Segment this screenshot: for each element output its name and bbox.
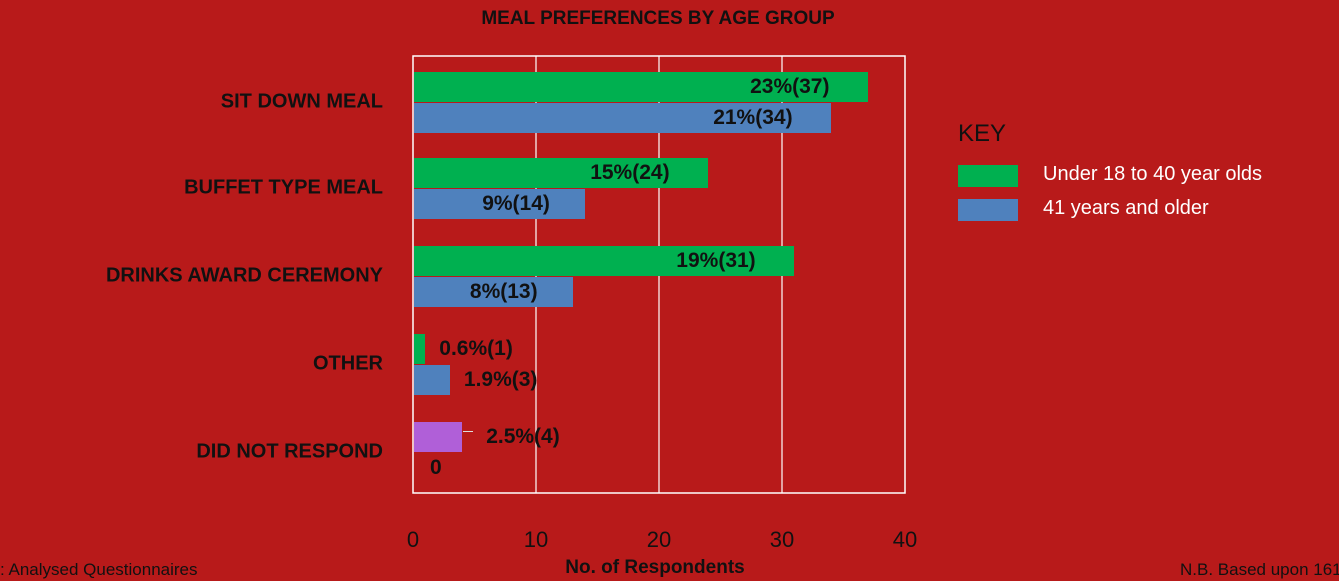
category-label: BUFFET TYPE MEAL xyxy=(184,176,383,199)
bar xyxy=(414,365,450,395)
category-label: SIT DOWN MEAL xyxy=(220,90,383,113)
data-label: 8%(13) xyxy=(469,280,538,303)
data-label: 1.9%(3) xyxy=(463,368,538,391)
legend-swatch xyxy=(958,199,1018,221)
data-label: 2.5%(4) xyxy=(486,425,560,448)
x-tick-label: 20 xyxy=(646,527,672,552)
data-label: 9%(14) xyxy=(482,192,550,215)
category-label: DID NOT RESPOND xyxy=(196,440,383,463)
x-tick-label: 10 xyxy=(523,527,549,552)
category-label: DRINKS AWARD CEREMONY xyxy=(105,264,383,287)
chart-title: MEAL PREFERENCES BY AGE GROUP xyxy=(481,8,835,29)
data-label: 0.6%(1) xyxy=(439,337,513,360)
bar xyxy=(414,189,586,219)
legend-label: 41 years and older xyxy=(1043,197,1209,219)
footnote-note: N.B. Based upon 161 R xyxy=(1180,560,1339,579)
bar xyxy=(414,246,795,276)
x-axis-label: No. of Respondents xyxy=(565,557,745,578)
legend-label: Under 18 to 40 year olds xyxy=(1043,163,1263,185)
data-label: 19%(31) xyxy=(676,249,756,272)
data-label: 21%(34) xyxy=(713,106,793,129)
data-label: 23%(37) xyxy=(750,75,830,98)
x-tick-label: 30 xyxy=(769,527,795,552)
bar xyxy=(414,72,869,102)
x-tick-label: 0 xyxy=(406,527,420,552)
leader-line xyxy=(463,431,474,432)
bar xyxy=(414,422,463,452)
legend-title: KEY xyxy=(958,120,1007,147)
category-label: OTHER xyxy=(313,352,383,375)
bar xyxy=(414,103,832,133)
x-tick-label: 40 xyxy=(892,527,918,552)
bar xyxy=(414,334,426,364)
data-label: 15%(24) xyxy=(590,161,670,184)
bar xyxy=(414,158,709,188)
bar xyxy=(414,277,573,307)
legend-swatch xyxy=(958,165,1018,187)
data-label: 0 xyxy=(430,456,442,479)
footnote-source: : Analysed Questionnaires xyxy=(0,560,198,579)
